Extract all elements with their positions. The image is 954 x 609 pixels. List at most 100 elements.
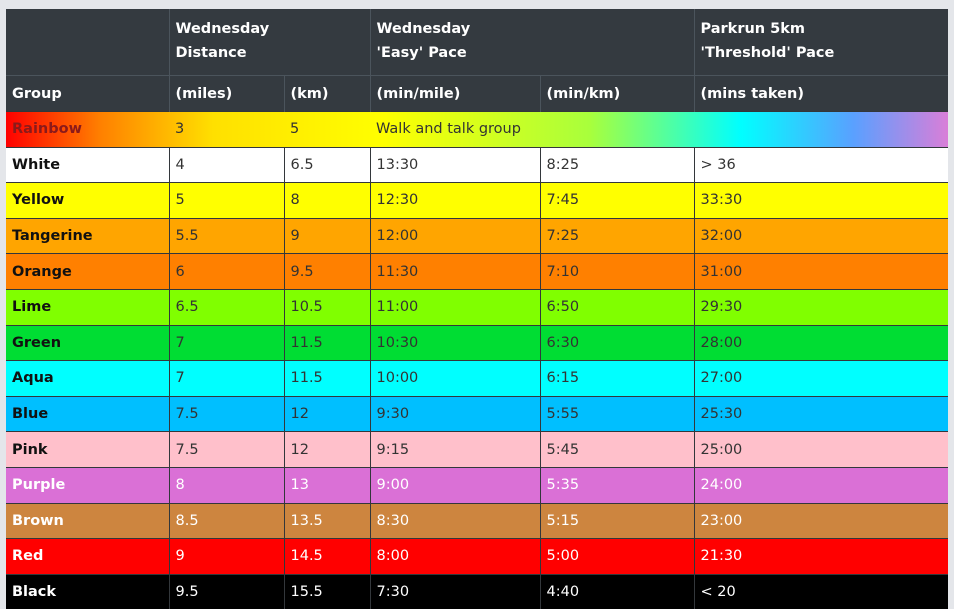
cell-km: 13.5 [284, 503, 370, 539]
cell-km: 11.5 [284, 361, 370, 397]
cell-pace-mile: 9:00 [370, 467, 540, 503]
cell-group: Rainbow [6, 112, 169, 148]
cell-pace-km: 6:50 [540, 289, 694, 325]
cell-parkrun: 24:00 [694, 467, 948, 503]
cell-pace-km: 7:25 [540, 218, 694, 254]
cell-group: Orange [6, 254, 169, 290]
cell-group: Purple [6, 467, 169, 503]
cell-km: 8 [284, 183, 370, 219]
cell-km: 12 [284, 396, 370, 432]
header-wednesday-distance: Wednesday Distance [169, 9, 370, 76]
cell-pace-mile: 8:00 [370, 539, 540, 575]
cell-pace-km: 6:30 [540, 325, 694, 361]
cell-miles: 7.5 [169, 432, 284, 468]
header-row-top: Wednesday Distance Wednesday 'Easy' Pace… [6, 9, 948, 76]
cell-pace-mile: 9:15 [370, 432, 540, 468]
cell-km: 15.5 [284, 574, 370, 609]
cell-pace-km: 5:35 [540, 467, 694, 503]
cell-km: 9.5 [284, 254, 370, 290]
table-row-rainbow: Rainbow 3 5 Walk and talk group [6, 112, 948, 148]
cell-pace-km: 5:15 [540, 503, 694, 539]
cell-note: Walk and talk group [370, 112, 948, 148]
cell-miles: 4 [169, 147, 284, 183]
cell-pace-mile: 13:30 [370, 147, 540, 183]
header-group-blank [6, 9, 169, 76]
cell-pace-km: 5:55 [540, 396, 694, 432]
cell-group: White [6, 147, 169, 183]
cell-km: 12 [284, 432, 370, 468]
cell-miles: 6 [169, 254, 284, 290]
cell-miles: 3 [169, 112, 284, 148]
cell-miles: 7 [169, 361, 284, 397]
cell-pace-km: 5:45 [540, 432, 694, 468]
header-group: Group [6, 76, 169, 112]
cell-group: Green [6, 325, 169, 361]
cell-pace-mile: 11:00 [370, 289, 540, 325]
header-parkrun-threshold-pace: Parkrun 5km 'Threshold' Pace [694, 9, 948, 76]
cell-parkrun: 31:00 [694, 254, 948, 290]
cell-pace-km: 4:40 [540, 574, 694, 609]
cell-pace-km: 5:00 [540, 539, 694, 575]
cell-parkrun: 21:30 [694, 539, 948, 575]
header-row-units: Group (miles) (km) (min/mile) (min/km) (… [6, 76, 948, 112]
cell-pace-mile: 12:00 [370, 218, 540, 254]
cell-miles: 9.5 [169, 574, 284, 609]
cell-parkrun: 25:00 [694, 432, 948, 468]
cell-pace-mile: 8:30 [370, 503, 540, 539]
cell-parkrun: 25:30 [694, 396, 948, 432]
cell-miles: 8.5 [169, 503, 284, 539]
cell-pace-mile: 10:30 [370, 325, 540, 361]
cell-parkrun: 28:00 [694, 325, 948, 361]
cell-pace-mile: 10:00 [370, 361, 540, 397]
cell-miles: 7.5 [169, 396, 284, 432]
cell-km: 11.5 [284, 325, 370, 361]
cell-km: 9 [284, 218, 370, 254]
cell-group: Aqua [6, 361, 169, 397]
cell-km: 14.5 [284, 539, 370, 575]
cell-group: Lime [6, 289, 169, 325]
cell-miles: 5.5 [169, 218, 284, 254]
cell-pace-mile: 9:30 [370, 396, 540, 432]
header-mins-taken: (mins taken) [694, 76, 948, 112]
cell-parkrun: 29:30 [694, 289, 948, 325]
table-header: Wednesday Distance Wednesday 'Easy' Pace… [6, 9, 948, 112]
cell-parkrun: 23:00 [694, 503, 948, 539]
cell-group: Blue [6, 396, 169, 432]
cell-group: Brown [6, 503, 169, 539]
cell-group: Black [6, 574, 169, 609]
cell-pace-km: 8:25 [540, 147, 694, 183]
cell-pace-mile: 12:30 [370, 183, 540, 219]
cell-parkrun: > 36 [694, 147, 948, 183]
cell-parkrun: 32:00 [694, 218, 948, 254]
cell-miles: 6.5 [169, 289, 284, 325]
header-wednesday-easy-pace: Wednesday 'Easy' Pace [370, 9, 694, 76]
cell-pace-km: 7:45 [540, 183, 694, 219]
header-km: (km) [284, 76, 370, 112]
cell-parkrun: < 20 [694, 574, 948, 609]
cell-group: Red [6, 539, 169, 575]
cell-pace-km: 7:10 [540, 254, 694, 290]
cell-km: 6.5 [284, 147, 370, 183]
cell-miles: 8 [169, 467, 284, 503]
cell-pace-km: 6:15 [540, 361, 694, 397]
cell-group: Pink [6, 432, 169, 468]
cell-parkrun: 33:30 [694, 183, 948, 219]
cell-miles: 5 [169, 183, 284, 219]
cell-parkrun: 27:00 [694, 361, 948, 397]
cell-miles: 9 [169, 539, 284, 575]
cell-group: Tangerine [6, 218, 169, 254]
cell-pace-mile: 7:30 [370, 574, 540, 609]
cell-km: 5 [284, 112, 370, 148]
